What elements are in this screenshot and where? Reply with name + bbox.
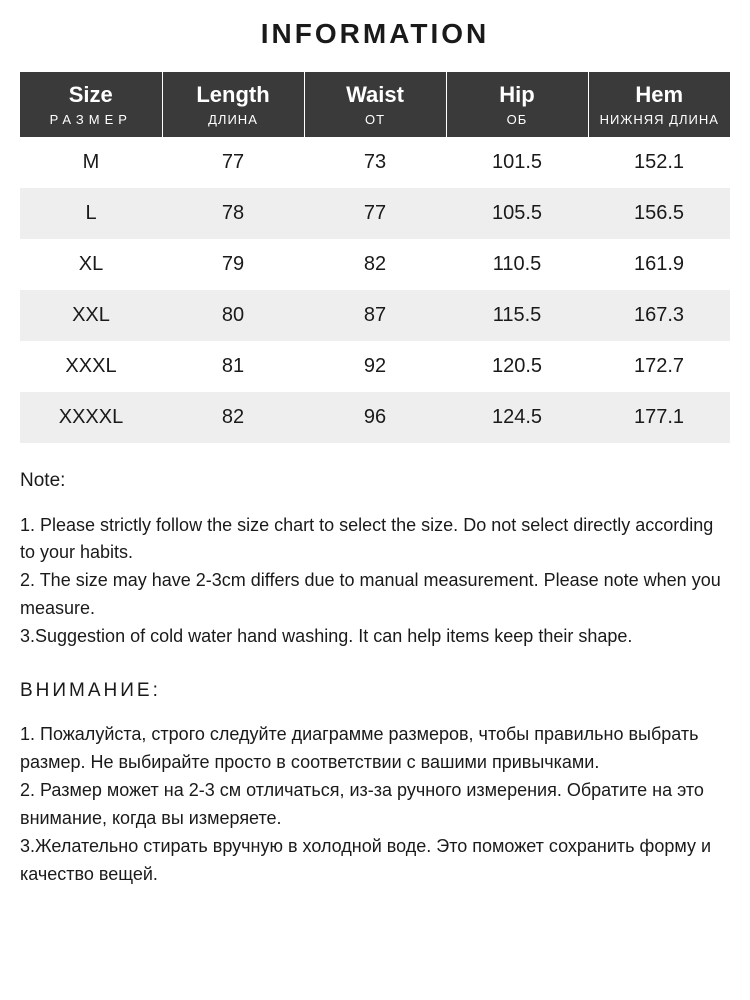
page-title: INFORMATION bbox=[0, 0, 750, 72]
cell-hip: 120.5 bbox=[446, 341, 588, 392]
col-header-waist: Waist ОТ bbox=[304, 72, 446, 137]
table-row: M 77 73 101.5 152.1 bbox=[20, 137, 730, 188]
note-line: 3.Suggestion of cold water hand washing.… bbox=[20, 623, 730, 651]
size-chart-container: INFORMATION Size РАЗМЕР Length ДЛИНА Wai… bbox=[0, 0, 750, 889]
note-line: 1. Пожалуйста, строго следуйте диаграмме… bbox=[20, 721, 730, 777]
col-header-hip: Hip ОБ bbox=[446, 72, 588, 137]
cell-hip: 124.5 bbox=[446, 392, 588, 443]
cell-size: XL bbox=[20, 239, 162, 290]
cell-hem: 152.1 bbox=[588, 137, 730, 188]
col-header-main: Hip bbox=[451, 82, 584, 108]
cell-hem: 167.3 bbox=[588, 290, 730, 341]
cell-length: 82 bbox=[162, 392, 304, 443]
cell-waist: 87 bbox=[304, 290, 446, 341]
note-line: 2. Размер может на 2-3 см отличаться, из… bbox=[20, 777, 730, 833]
table-row: XL 79 82 110.5 161.9 bbox=[20, 239, 730, 290]
cell-size: XXL bbox=[20, 290, 162, 341]
table-body: M 77 73 101.5 152.1 L 78 77 105.5 156.5 … bbox=[20, 137, 730, 443]
cell-size: M bbox=[20, 137, 162, 188]
size-table: Size РАЗМЕР Length ДЛИНА Waist ОТ Hip ОБ… bbox=[20, 72, 730, 443]
cell-waist: 96 bbox=[304, 392, 446, 443]
note-heading-ru: ВНИМАНИЕ: bbox=[20, 677, 730, 706]
table-row: L 78 77 105.5 156.5 bbox=[20, 188, 730, 239]
col-header-main: Hem bbox=[593, 82, 727, 108]
note-line: 1. Please strictly follow the size chart… bbox=[20, 512, 730, 568]
cell-hem: 156.5 bbox=[588, 188, 730, 239]
cell-length: 77 bbox=[162, 137, 304, 188]
cell-waist: 77 bbox=[304, 188, 446, 239]
col-header-main: Length bbox=[167, 82, 300, 108]
notes-section: Note: 1. Please strictly follow the size… bbox=[20, 467, 730, 889]
col-header-sub: ДЛИНА bbox=[167, 112, 300, 127]
note-heading-en: Note: bbox=[20, 467, 730, 496]
cell-hem: 172.7 bbox=[588, 341, 730, 392]
cell-hip: 101.5 bbox=[446, 137, 588, 188]
table-header-row: Size РАЗМЕР Length ДЛИНА Waist ОТ Hip ОБ… bbox=[20, 72, 730, 137]
cell-size: L bbox=[20, 188, 162, 239]
cell-hem: 177.1 bbox=[588, 392, 730, 443]
col-header-sub: ОБ bbox=[451, 112, 584, 127]
note-line: 3.Желательно стирать вручную в холодной … bbox=[20, 833, 730, 889]
cell-hem: 161.9 bbox=[588, 239, 730, 290]
cell-waist: 73 bbox=[304, 137, 446, 188]
cell-length: 80 bbox=[162, 290, 304, 341]
col-header-sub: РАЗМЕР bbox=[24, 112, 158, 127]
col-header-main: Waist bbox=[309, 82, 442, 108]
cell-length: 79 bbox=[162, 239, 304, 290]
note-body-ru: 1. Пожалуйста, строго следуйте диаграмме… bbox=[20, 721, 730, 888]
note-line: 2. The size may have 2-3cm differs due t… bbox=[20, 567, 730, 623]
cell-size: XXXL bbox=[20, 341, 162, 392]
cell-length: 81 bbox=[162, 341, 304, 392]
col-header-sub: ОТ bbox=[309, 112, 442, 127]
cell-hip: 110.5 bbox=[446, 239, 588, 290]
table-row: XXXL 81 92 120.5 172.7 bbox=[20, 341, 730, 392]
col-header-main: Size bbox=[24, 82, 158, 108]
col-header-size: Size РАЗМЕР bbox=[20, 72, 162, 137]
cell-size: XXXXL bbox=[20, 392, 162, 443]
col-header-sub: НИЖНЯЯ ДЛИНА bbox=[593, 112, 727, 127]
cell-hip: 105.5 bbox=[446, 188, 588, 239]
table-row: XXXXL 82 96 124.5 177.1 bbox=[20, 392, 730, 443]
cell-hip: 115.5 bbox=[446, 290, 588, 341]
cell-waist: 82 bbox=[304, 239, 446, 290]
col-header-hem: Hem НИЖНЯЯ ДЛИНА bbox=[588, 72, 730, 137]
table-row: XXL 80 87 115.5 167.3 bbox=[20, 290, 730, 341]
cell-waist: 92 bbox=[304, 341, 446, 392]
col-header-length: Length ДЛИНА bbox=[162, 72, 304, 137]
note-body-en: 1. Please strictly follow the size chart… bbox=[20, 512, 730, 651]
cell-length: 78 bbox=[162, 188, 304, 239]
